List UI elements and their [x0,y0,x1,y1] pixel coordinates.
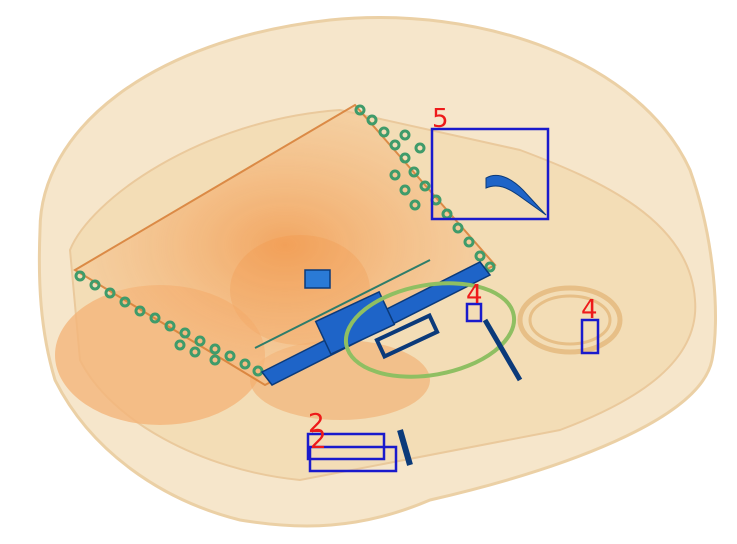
detection-label: 2 [308,409,325,439]
detection-box-4a [465,302,483,323]
cable-coil [517,285,623,355]
cable-coil [528,294,612,346]
metal-bracket [260,261,492,386]
detection-box-4b [580,318,600,355]
tool-object [397,429,413,466]
detection-label: 4 [466,280,483,310]
knife-object [485,174,547,216]
tool-object [482,318,523,382]
detection-box-2b [308,445,398,473]
detection-label: 4 [581,295,598,325]
detection-box-5 [430,127,550,221]
cable-loop [343,281,517,379]
detection-label: 2 [310,425,327,455]
ring-chain [74,270,264,377]
detection-label: 5 [432,104,449,134]
metal-rod [254,259,431,349]
